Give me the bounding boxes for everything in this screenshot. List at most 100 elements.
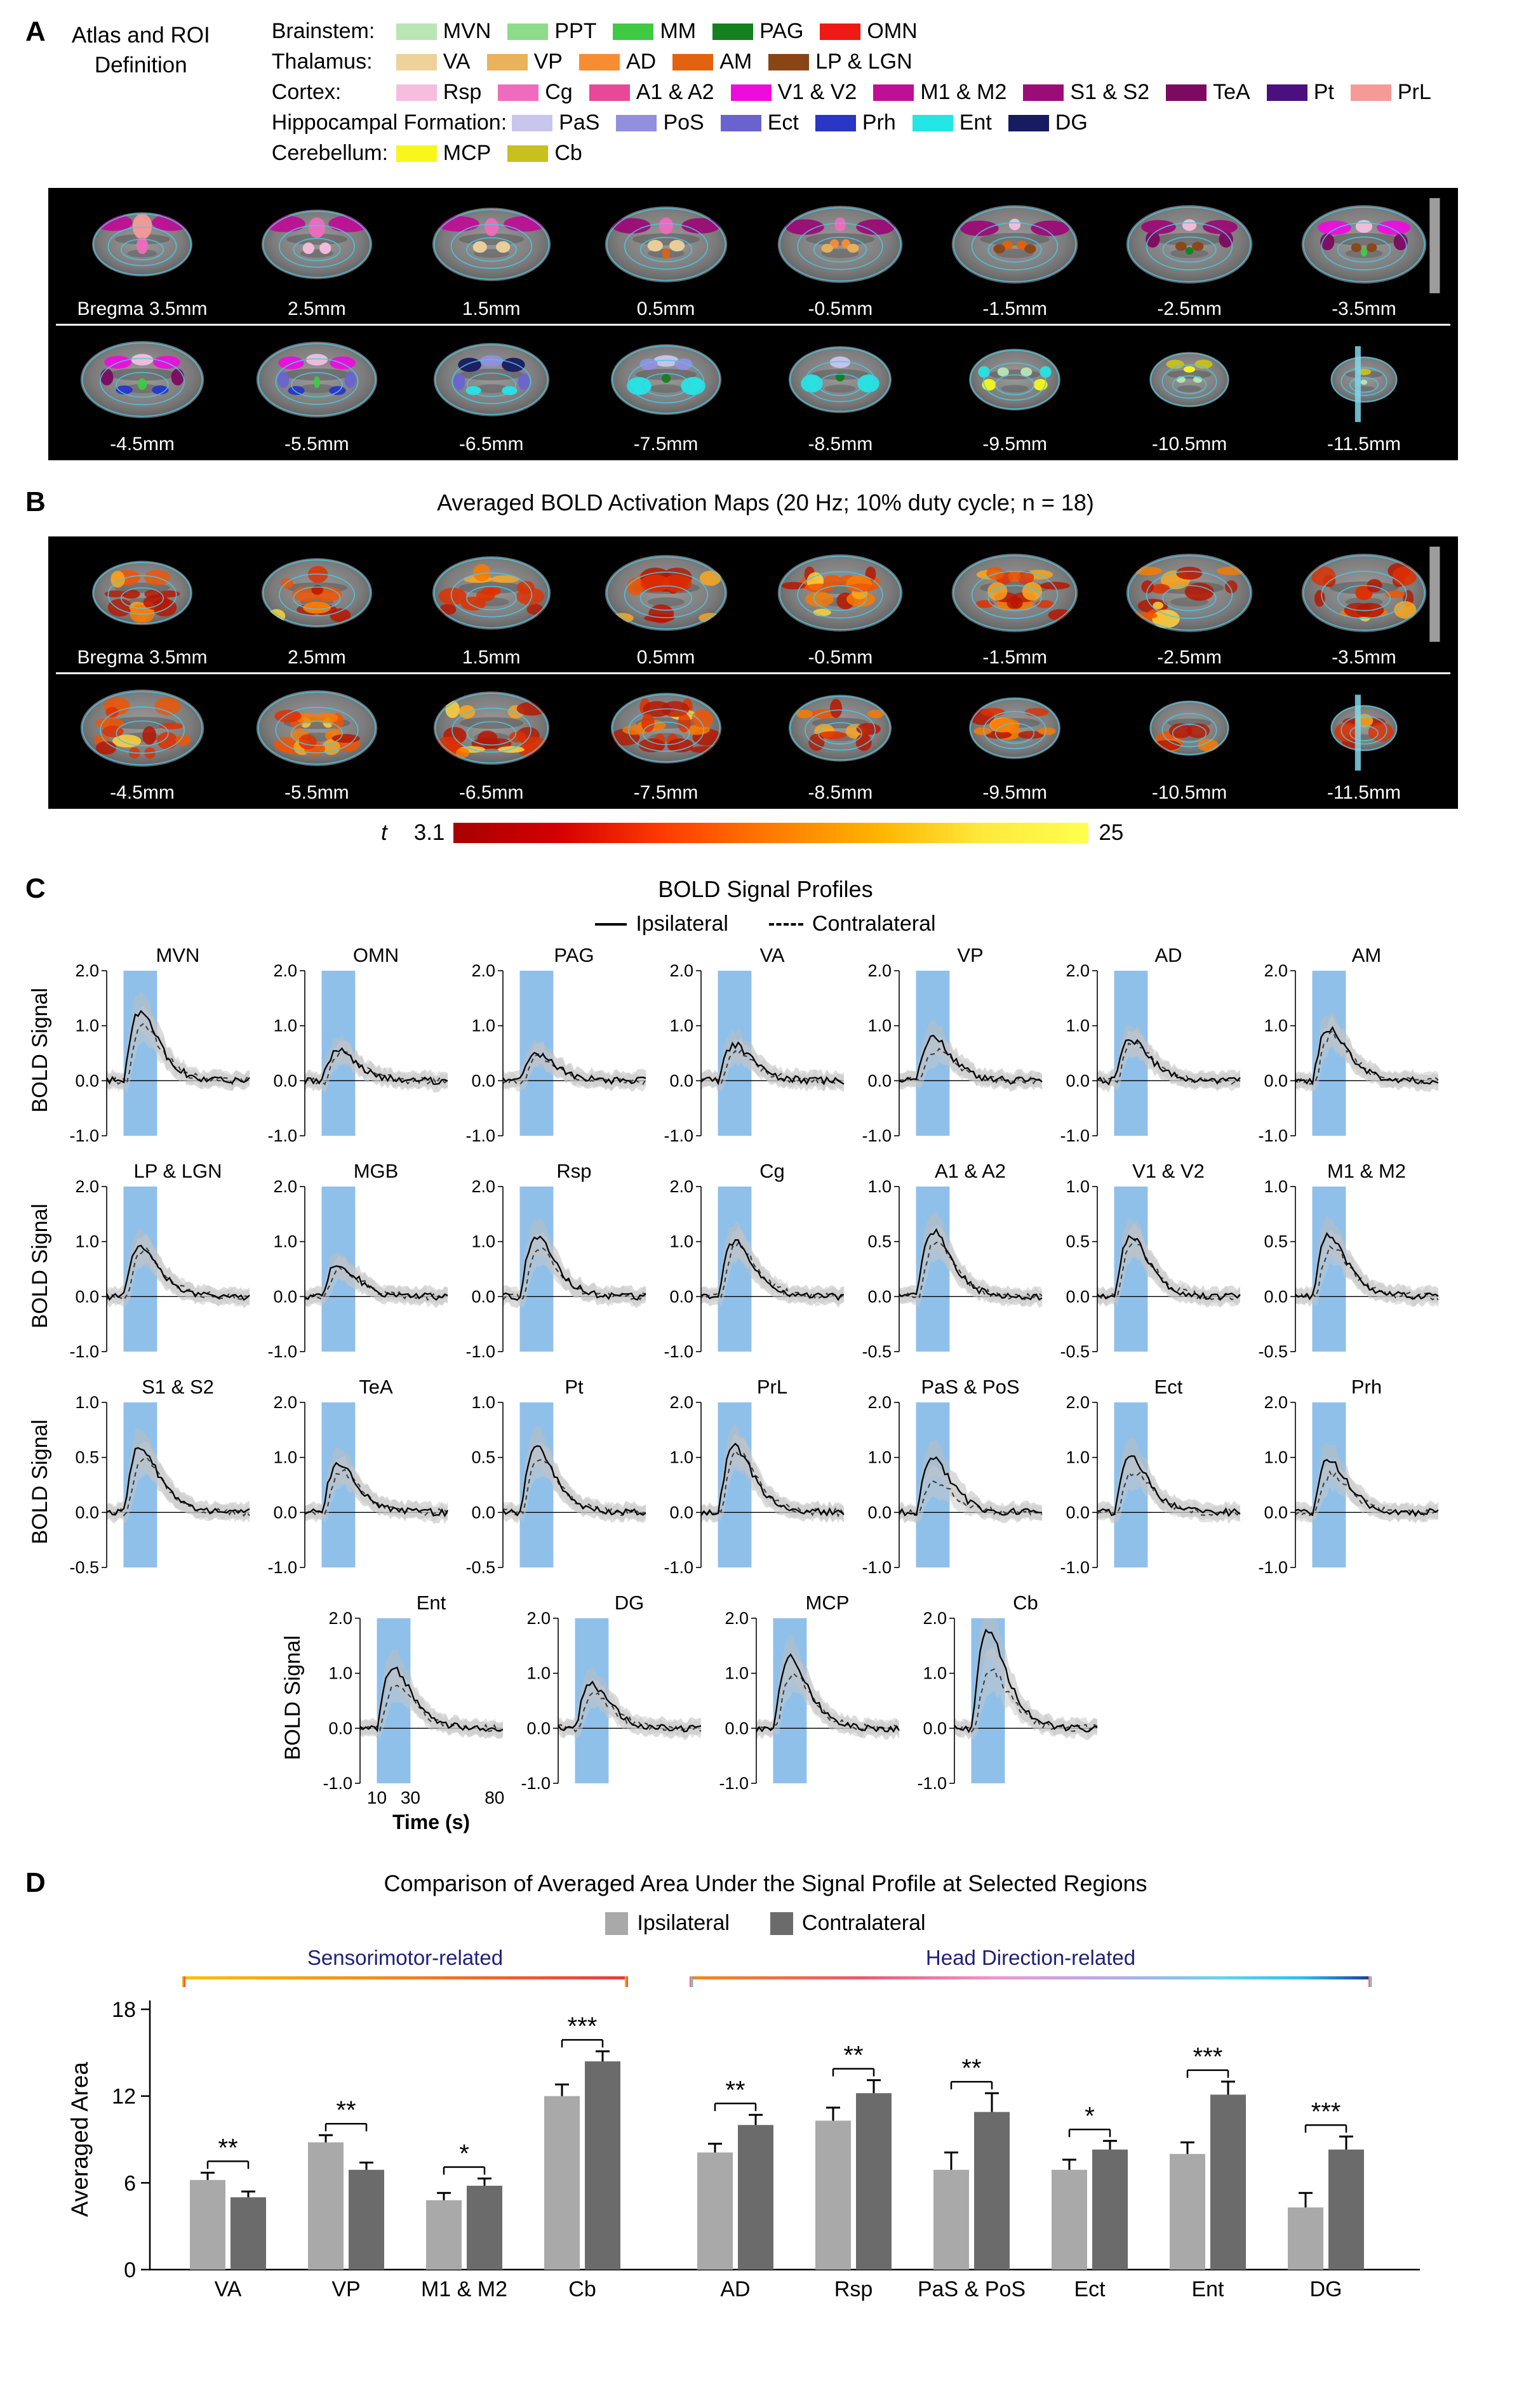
roi-region [1024, 244, 1036, 254]
series-label: Contralateral [801, 1911, 926, 1935]
bold-profile-plot: MCP 2.0 1.0 0.0 -1.0 [719, 1593, 900, 1793]
activation-blob [1334, 722, 1360, 742]
contralateral-trace [700, 1049, 845, 1086]
y-tick-label: 2.0 [1264, 961, 1288, 980]
y-tick-label: -1.0 [664, 1342, 693, 1361]
activation-blob [122, 589, 140, 599]
brain-slice-bold-4 [778, 554, 903, 632]
panel-c: C BOLD Signal Profiles Ipsilateral Contr… [25, 875, 1506, 1837]
roi-region [1017, 240, 1027, 250]
brain-slice-cell: -2.5mm [1103, 543, 1276, 669]
activation-blob [107, 599, 133, 617]
atlas-contour [116, 371, 169, 398]
significance-stars: ** [218, 2134, 237, 2162]
roi-region [436, 216, 479, 232]
atlas-contour [971, 571, 1059, 619]
roi-region [152, 385, 169, 395]
y-tick-label: 0.0 [273, 1503, 297, 1522]
group-label: Head Direction-related [925, 1946, 1135, 1969]
contralateral-trace [700, 1449, 845, 1518]
atlas-contour [624, 223, 708, 270]
atlas-contour [642, 721, 690, 745]
atlas-contour [275, 358, 359, 405]
bar-ipsilateral [544, 2096, 580, 2270]
atlas-contour [451, 707, 532, 753]
profile-plot-cell: S1 & S2 1.0 0.5 0.0 -0.5 [62, 1377, 253, 1586]
activation-blob [691, 710, 713, 728]
profile-plot-cell: AD 2.0 1.0 0.0 -1.0 [1053, 945, 1243, 1155]
roi-region [302, 242, 314, 255]
contra-error-band [305, 1455, 448, 1523]
ipsilateral-trace [557, 1680, 701, 1733]
atlas-contour [466, 721, 516, 746]
legend-item: PrL [1350, 80, 1431, 105]
bar-contralateral [737, 2125, 773, 2270]
plot-title: MCP [805, 1593, 849, 1614]
activation-blob [690, 746, 720, 754]
bold-profile-plot: Ent 2.0 1.0 0.0 -1.0 10 30 80 Time (s) [323, 1593, 504, 1833]
legend-group-label: Thalamus: [271, 50, 373, 74]
roi-region [1182, 219, 1197, 231]
atlas-contour [107, 226, 177, 267]
ipsilateral-trace [304, 1265, 448, 1301]
activation-blob [1151, 583, 1170, 594]
slice-bregma-label: -9.5mm [982, 782, 1048, 803]
roi-label: OMN [867, 19, 918, 43]
legend-item: Cg [498, 80, 573, 105]
activation-blob [490, 575, 519, 583]
ipsi-error-band [899, 1439, 1042, 1524]
atlas-contour [953, 206, 1077, 283]
bar-chart-legend: Ipsilateral Contralateral [25, 1911, 1506, 1936]
ipsilateral-trace [953, 1628, 1097, 1734]
roi-color-swatch [815, 114, 856, 131]
slice-bregma-label: -11.5mm [1327, 434, 1401, 455]
y-tick-label: 0.0 [669, 1287, 693, 1306]
profile-plot-cell: TeA 2.0 1.0 0.0 -1.0 [260, 1377, 451, 1586]
profile-plot-cell: Ect 2.0 1.0 0.0 -1.0 [1053, 1377, 1243, 1586]
brain-slice-bold-15 [1330, 695, 1398, 771]
roi-region [136, 237, 149, 255]
atlas-contour [465, 237, 517, 262]
activation-blob [104, 590, 126, 597]
profile-plot-cell: Pt 1.0 0.5 0.0 -0.5 [458, 1377, 649, 1586]
brain-slice-bold-12 [789, 695, 892, 762]
significance-stars: ** [725, 2076, 745, 2104]
brain-slice-atlas-4 [778, 206, 903, 283]
activation-blob [1393, 601, 1417, 619]
roi-region [1040, 366, 1052, 378]
slice-bregma-label: -7.5mm [633, 782, 699, 803]
atlas-contour [262, 559, 371, 627]
y-tick-label: -1.0 [69, 1126, 99, 1145]
y-tick-label: -0.5 [1258, 1342, 1288, 1361]
area-bar-chart-container: Sensorimotor-related Head Direction-relat… [55, 1939, 1477, 2352]
roi-color-swatch [730, 84, 772, 101]
roi-region [1192, 241, 1204, 251]
t-colorbar: t 3.1 25 [381, 820, 1506, 846]
bar-contralateral [1210, 2094, 1246, 2270]
roi-color-swatch [512, 114, 553, 131]
brain-slice-cell: 1.5mm [405, 543, 578, 669]
roi-region [680, 376, 705, 396]
slice-bregma-label: -1.5mm [982, 298, 1048, 319]
solid-line-icon [595, 922, 627, 926]
bold-profile-plot: M1 & M2 1.0 0.5 0.0 -0.5 [1258, 1161, 1439, 1361]
contralateral-trace [502, 1052, 646, 1086]
y-tick-label: 0 [124, 2258, 136, 2282]
roi-label: M1 & M2 [920, 80, 1007, 104]
activation-blob [302, 601, 330, 614]
activation-blob [526, 604, 544, 615]
atlas-contour [805, 709, 876, 751]
atlas-contour [642, 373, 690, 397]
roi-region [1360, 379, 1367, 385]
colorbar-max: 25 [1099, 820, 1124, 845]
plot-title: Ent [416, 1593, 446, 1614]
y-tick-label: -1.0 [69, 1342, 99, 1361]
y-tick-label: 2.0 [1066, 1393, 1090, 1412]
atlas-contour [953, 555, 1077, 631]
y-tick-label: -1.0 [917, 1774, 947, 1793]
brain-slice-bold-6 [1126, 554, 1253, 632]
brain-slice-cell: -11.5mm [1278, 329, 1450, 455]
roi-label: AM [719, 50, 752, 74]
activation-blob [477, 730, 498, 746]
panel-c-title: BOLD Signal Profiles [658, 876, 873, 902]
